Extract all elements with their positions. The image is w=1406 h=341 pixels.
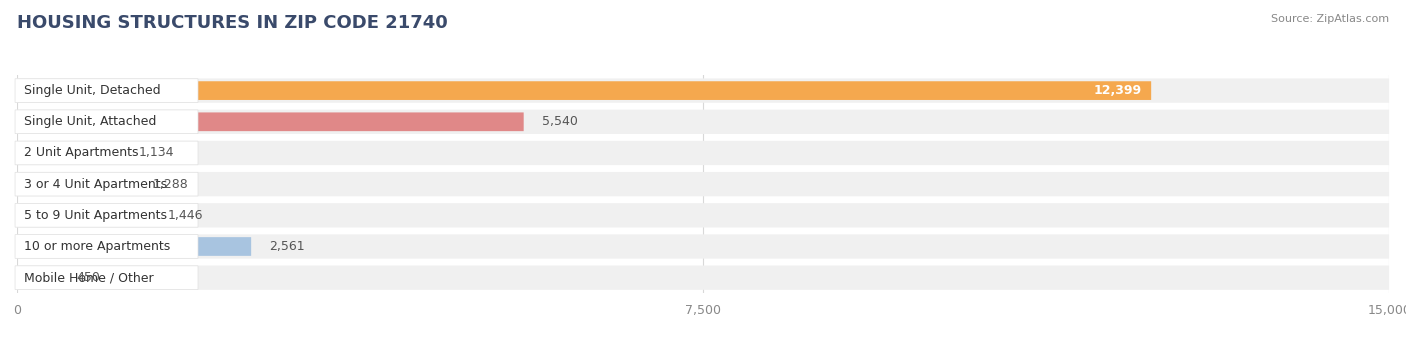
FancyBboxPatch shape <box>17 144 121 162</box>
Text: 12,399: 12,399 <box>1094 84 1142 97</box>
Text: 3 or 4 Unit Apartments: 3 or 4 Unit Apartments <box>24 178 167 191</box>
Text: HOUSING STRUCTURES IN ZIP CODE 21740: HOUSING STRUCTURES IN ZIP CODE 21740 <box>17 14 447 32</box>
Text: 1,446: 1,446 <box>167 209 202 222</box>
Text: 1,134: 1,134 <box>139 147 174 160</box>
FancyBboxPatch shape <box>15 204 198 227</box>
FancyBboxPatch shape <box>17 141 1389 165</box>
FancyBboxPatch shape <box>17 206 149 225</box>
FancyBboxPatch shape <box>17 237 252 256</box>
FancyBboxPatch shape <box>15 172 198 196</box>
FancyBboxPatch shape <box>17 81 1152 100</box>
Text: Source: ZipAtlas.com: Source: ZipAtlas.com <box>1271 14 1389 24</box>
Text: 450: 450 <box>76 271 100 284</box>
FancyBboxPatch shape <box>17 203 1389 227</box>
Text: 5,540: 5,540 <box>541 115 578 128</box>
Text: 1,288: 1,288 <box>153 178 188 191</box>
FancyBboxPatch shape <box>17 78 1389 103</box>
FancyBboxPatch shape <box>15 79 198 102</box>
Text: Mobile Home / Other: Mobile Home / Other <box>24 271 153 284</box>
FancyBboxPatch shape <box>15 266 198 290</box>
FancyBboxPatch shape <box>17 109 1389 134</box>
FancyBboxPatch shape <box>15 235 198 258</box>
Text: 2 Unit Apartments: 2 Unit Apartments <box>24 147 139 160</box>
FancyBboxPatch shape <box>17 113 523 131</box>
Text: 5 to 9 Unit Apartments: 5 to 9 Unit Apartments <box>24 209 167 222</box>
Text: 10 or more Apartments: 10 or more Apartments <box>24 240 170 253</box>
FancyBboxPatch shape <box>17 172 1389 196</box>
FancyBboxPatch shape <box>17 234 1389 259</box>
FancyBboxPatch shape <box>17 175 135 193</box>
FancyBboxPatch shape <box>15 141 198 165</box>
FancyBboxPatch shape <box>15 110 198 134</box>
FancyBboxPatch shape <box>17 268 58 287</box>
FancyBboxPatch shape <box>17 266 1389 290</box>
Text: Single Unit, Attached: Single Unit, Attached <box>24 115 156 128</box>
Text: 2,561: 2,561 <box>270 240 305 253</box>
Text: Single Unit, Detached: Single Unit, Detached <box>24 84 160 97</box>
